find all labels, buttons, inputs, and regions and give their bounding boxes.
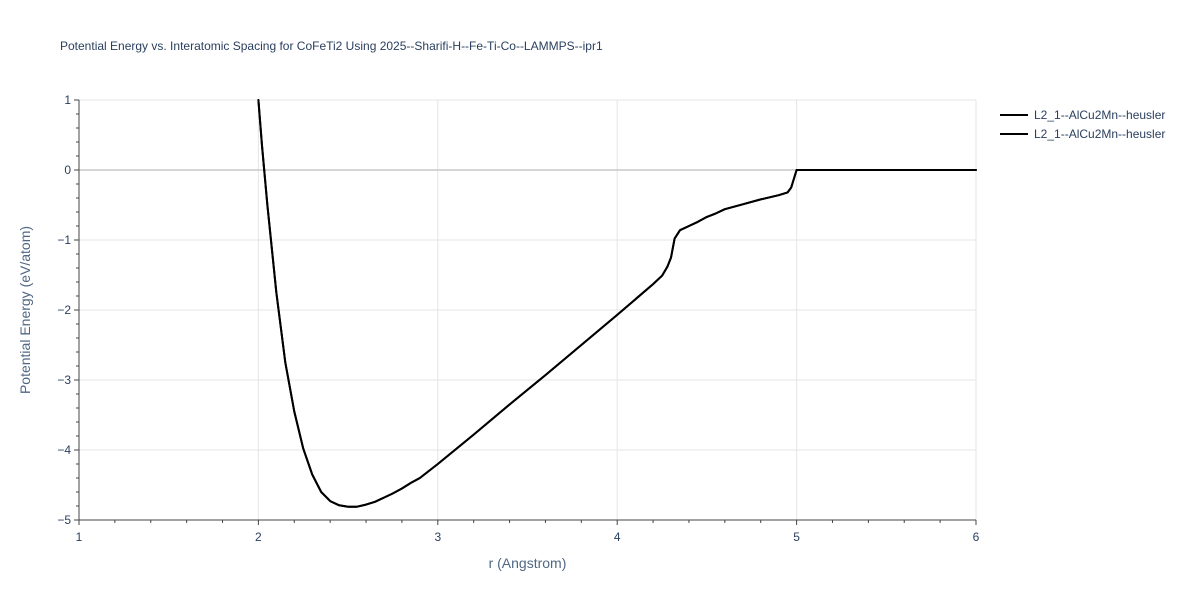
x-tick-label: 3 [434,530,441,544]
x-tick-label: 4 [614,530,621,544]
series-lines [257,99,977,508]
x-tick-label: 2 [255,530,262,544]
legend-label: L2_1--AlCu2Mn--heusler [1034,127,1165,141]
x-axis-title: r (Angstrom) [489,555,567,571]
x-tick-label: 6 [973,530,980,544]
legend: L2_1--AlCu2Mn--heusler L2_1--AlCu2Mn--heu… [1000,108,1165,141]
axes: 1 2 3 4 5 6 1 0 −1 −2 −3 −4 −5 [57,93,979,544]
y-tick-label: 1 [64,93,71,107]
grid [79,99,977,520]
y-axis-title: Potential Energy (eV/atom) [17,226,33,394]
chart-title: Potential Energy vs. Interatomic Spacing… [60,39,603,53]
y-tick-label: −1 [57,233,71,247]
y-tick-label: −3 [57,373,71,387]
y-tick-label: −5 [57,513,71,527]
x-tick-label: 1 [76,530,83,544]
y-tick-label: −2 [57,303,71,317]
y-tick-label: 0 [64,163,71,177]
x-tick-label: 5 [793,530,800,544]
series-line-2 [257,99,977,508]
legend-label: L2_1--AlCu2Mn--heusler [1034,108,1165,122]
y-tick-label: −4 [57,443,71,457]
